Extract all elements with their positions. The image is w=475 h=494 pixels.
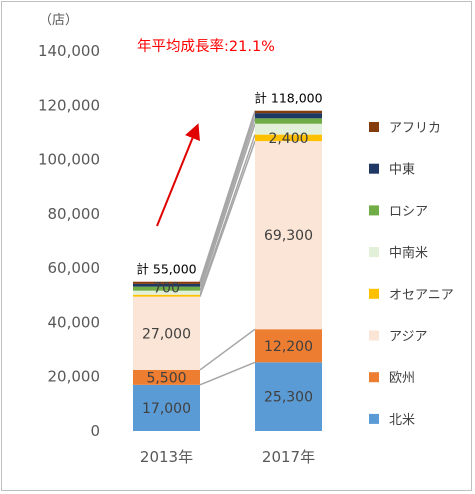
y-tick-label: 20,000 [48,368,101,386]
legend-label: アフリカ [389,121,441,136]
x-category-label: 2013年 [140,448,193,466]
series-connector-line [199,118,256,287]
series-connector-line [199,361,256,386]
legend-label: 中東 [389,162,415,178]
legend-label: ロシア [389,204,428,219]
total-label: 計 55,000 [136,262,196,277]
data-label: 700 [153,281,180,297]
legend-label: 中南米 [389,245,428,261]
y-tick-label: 80,000 [48,205,101,223]
bar-segment [255,141,322,330]
bar-segment [133,369,200,385]
data-label: 27,000 [142,326,191,342]
bar-segment [133,286,200,291]
growth-annotation: 年平均成長率:21.1% [137,38,275,227]
growth-rate-label: 年平均成長率:21.1% [137,38,275,55]
bar-segment [255,134,322,142]
y-tick-label: 40,000 [48,313,101,331]
bar-segment [133,384,200,431]
growth-arrow [156,123,200,227]
legend-swatch [369,372,379,383]
data-label: 12,200 [264,339,313,355]
legend-swatch [369,247,379,258]
data-label: 25,300 [264,390,313,406]
legend-swatch [369,288,379,299]
bar-segment [255,110,322,114]
y-tick-label: 100,000 [38,151,100,169]
legend-swatch [369,163,379,174]
legend-swatch [369,413,379,424]
bar-segment [255,118,322,124]
series-connector-line [199,134,256,295]
bar-segment [255,123,322,135]
bar-segment [133,290,200,295]
legend-swatch [369,330,379,341]
legend-label: 欧州 [389,371,415,386]
series-connector-line [199,140,256,297]
data-label: 17,000 [142,401,191,417]
data-label: 69,300 [264,228,313,244]
bar-segment [133,283,200,287]
y-axis-unit-label: （店） [39,13,78,28]
bar-segment [133,281,200,284]
series-connector-line [199,328,256,371]
series-connector-line [199,110,256,282]
legend-swatch [369,122,379,132]
bar-segment [255,362,322,431]
series-connector-line [199,123,256,291]
data-label: 5,500 [146,370,186,386]
y-tick-label: 140,000 [38,42,100,60]
y-tick-label: 0 [90,422,100,440]
legend-swatch [369,205,379,216]
bar-segment [133,296,200,370]
bar-segment [255,113,322,119]
y-tick-label: 60,000 [48,259,101,277]
bar-segment [255,329,322,363]
y-tick-label: 120,000 [38,96,100,114]
bar-segment [133,294,200,297]
legend-label: オセアニア [389,288,454,303]
data-label: 2,400 [268,131,308,147]
legend-label: 北米 [389,413,415,428]
x-category-label: 2017年 [262,448,315,466]
legend-label: アジア [389,330,427,345]
total-label: 計 118,000 [254,91,322,106]
